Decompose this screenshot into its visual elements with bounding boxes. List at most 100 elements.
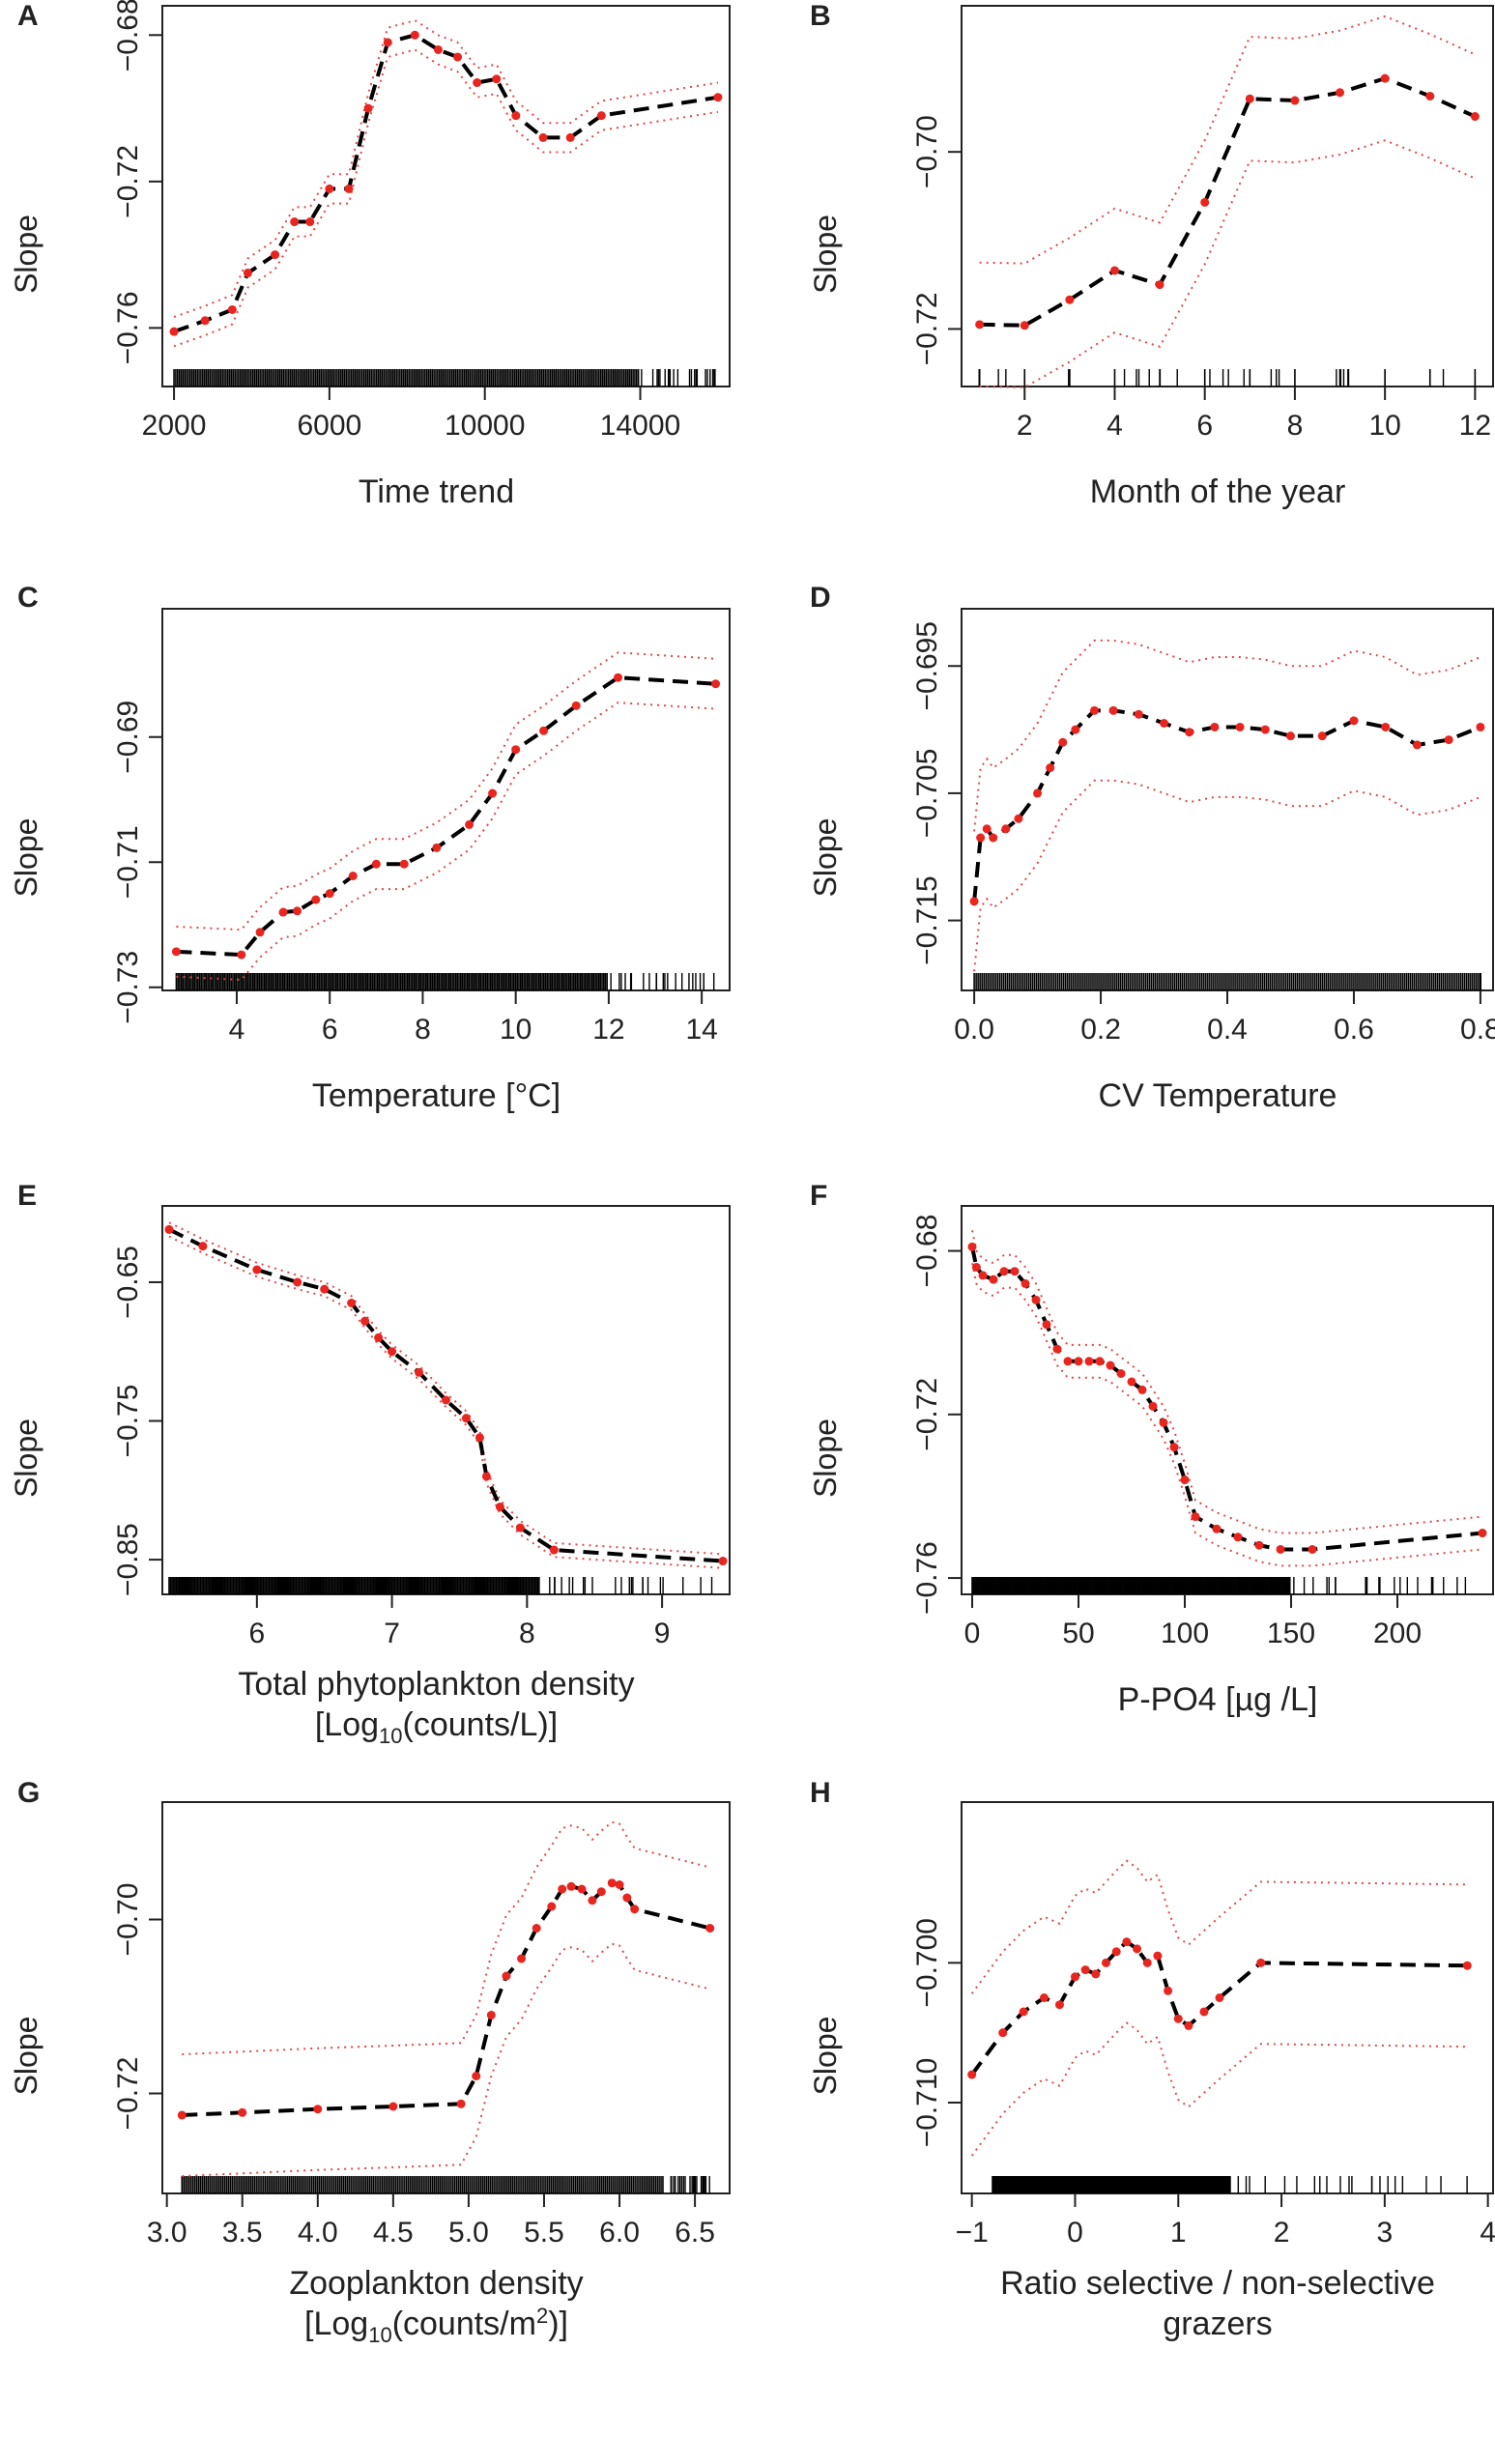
data-point — [1276, 1544, 1285, 1554]
x-tick-label: 0.4 — [1207, 1014, 1248, 1046]
x-tick-label: 10 — [1368, 410, 1400, 442]
data-point — [383, 38, 392, 47]
data-point — [325, 889, 334, 899]
fitted-slope-line — [979, 76, 1477, 328]
data-point — [1336, 88, 1345, 98]
data-point — [1235, 722, 1245, 731]
data-point — [198, 1242, 208, 1251]
x-tick-label: 4 — [1480, 2217, 1495, 2249]
x-tick-label: 14 — [685, 1014, 717, 1046]
data-point — [718, 1557, 728, 1566]
data-point — [1111, 1947, 1121, 1957]
data-point — [415, 1367, 424, 1377]
x-tick-label: 4.0 — [298, 2217, 338, 2249]
data-point — [374, 1332, 384, 1342]
panel-label: C — [17, 582, 39, 614]
data-point — [495, 1503, 504, 1512]
data-point — [971, 1262, 981, 1272]
y-tick-label: −0.72 — [112, 2057, 144, 2131]
y-tick-label: −0.75 — [112, 1385, 144, 1458]
data-point — [177, 2110, 187, 2120]
data-point — [596, 1887, 606, 1897]
data-point — [1021, 1278, 1030, 1288]
fitted-slope-line — [182, 1880, 711, 2117]
data-point — [1102, 1958, 1111, 1967]
data-point — [344, 184, 354, 193]
data-point — [348, 872, 358, 880]
panel-label: A — [17, 0, 39, 32]
rug-plot — [173, 369, 716, 387]
data-point — [1071, 725, 1080, 734]
plot-frame — [961, 608, 1494, 991]
panel-c: C 4 6 8 10 12 14 −0.69 −0.71 −0.73 Slope Temperatur… — [9, 582, 731, 1114]
data-point — [1133, 1944, 1142, 1954]
y-axis-title: Slope — [9, 818, 43, 898]
lower-confidence-band — [971, 1263, 1483, 1567]
plot-frame — [161, 608, 731, 991]
data-point — [453, 52, 463, 62]
data-point — [1106, 1361, 1115, 1370]
y-tick-label: −0.68 — [911, 1215, 943, 1288]
data-point — [1412, 740, 1422, 750]
plot-frame — [961, 5, 1494, 387]
upper-confidence-band — [168, 1221, 724, 1556]
y-axis-title: Slope — [9, 2017, 43, 2096]
x-tick-label: 6 — [322, 1014, 338, 1046]
data-point — [1080, 1965, 1090, 1975]
plot-frame — [161, 1801, 731, 2194]
data-point — [547, 1902, 557, 1911]
x-axis-title: Zooplankton density — [289, 2265, 583, 2302]
rug-plot — [175, 973, 715, 990]
data-point — [1212, 1524, 1222, 1533]
data-point — [456, 2099, 466, 2108]
data-point — [169, 327, 179, 336]
data-point — [1142, 1958, 1152, 1967]
y-tick-label: −0.715 — [911, 875, 943, 965]
data-point — [1054, 2000, 1064, 2010]
data-point — [1153, 1951, 1163, 1961]
data-point — [978, 1271, 988, 1280]
data-point — [577, 1884, 587, 1894]
data-point — [243, 269, 252, 278]
data-point — [255, 928, 265, 937]
x-tick-label: 10000 — [445, 410, 525, 442]
data-point — [630, 1905, 640, 1914]
plot-frame — [161, 5, 731, 387]
data-point — [1116, 1368, 1126, 1378]
data-point — [1031, 1295, 1041, 1304]
data-point — [511, 745, 521, 755]
data-point — [465, 819, 474, 829]
x-tick-label: 9 — [654, 1618, 671, 1649]
upper-confidence-band — [173, 19, 719, 318]
panel-label: F — [810, 1180, 827, 1212]
data-point — [473, 78, 482, 88]
data-point — [588, 1896, 597, 1905]
data-point — [1122, 1937, 1132, 1947]
x-title-prefix: [Log — [304, 2306, 368, 2342]
data-point — [305, 217, 315, 227]
upper-confidence-band — [979, 14, 1476, 265]
data-point — [532, 1924, 541, 1933]
y-tick-label: −0.76 — [112, 291, 144, 364]
data-point — [1033, 788, 1043, 798]
data-point — [1014, 814, 1023, 823]
data-point — [515, 1523, 525, 1533]
upper-confidence-band — [971, 1230, 1483, 1534]
data-point — [1134, 709, 1143, 719]
data-point — [565, 132, 575, 142]
y-tick-label: −0.72 — [911, 1378, 943, 1451]
rug-plot — [978, 369, 1477, 387]
data-point — [200, 316, 210, 326]
x-tick-label: 3.5 — [222, 2217, 263, 2249]
data-point — [227, 304, 237, 314]
y-tick-label: −0.76 — [911, 1541, 943, 1615]
x-axis-title: Ratio selective / non-selective — [1000, 2265, 1435, 2302]
x-tick-label: 2 — [1017, 410, 1033, 442]
data-point — [1148, 1401, 1158, 1411]
data-point — [1260, 725, 1270, 734]
data-point — [615, 1880, 624, 1889]
x-axis-title: Temperature [°C] — [312, 1077, 561, 1114]
x-tick-label: 7 — [384, 1618, 400, 1649]
x-tick-label: 100 — [1161, 1618, 1209, 1649]
y-tick-label: −0.700 — [911, 1918, 943, 2008]
